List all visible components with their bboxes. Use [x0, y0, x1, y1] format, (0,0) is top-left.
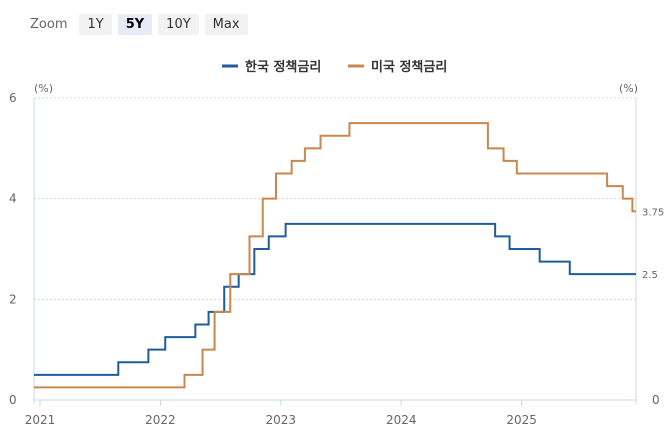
series-layer: [34, 122, 636, 389]
x-tick-label: 2024: [386, 413, 417, 427]
grid-layer: [34, 97, 636, 300]
left-tick-label: 4: [9, 192, 17, 206]
legend-korea-label: 한국 정책금리: [245, 59, 321, 75]
right-tick-label: 3.75: [642, 207, 664, 218]
zoom-1y-button[interactable]: 1Y: [79, 13, 112, 35]
legend-item-korea[interactable]: 한국 정책금리: [222, 59, 321, 75]
legend-usa-label: 미국 정책금리: [371, 59, 447, 75]
right-tick-label: 0: [652, 393, 660, 407]
zoom-5y-button[interactable]: 5Y: [117, 13, 153, 35]
zoom-label: Zoom: [30, 16, 68, 32]
legend: 한국 정책금리 미국 정책금리: [222, 59, 447, 75]
left-tick-label: 0: [9, 393, 17, 407]
left-tick-label: 6: [9, 91, 17, 105]
zoom-max-button[interactable]: Max: [204, 13, 248, 35]
x-tick-label: 2025: [506, 413, 537, 427]
series-usa-line: [34, 122, 636, 389]
x-tick-label: 2022: [145, 413, 176, 427]
right-tick-label: 2.5: [642, 270, 658, 281]
legend-item-usa[interactable]: 미국 정책금리: [348, 59, 447, 75]
axis-layer: [33, 98, 637, 406]
x-tick-label: 2023: [266, 413, 297, 427]
zoom-bar: Zoom 1Y 5Y 10Y Max: [30, 12, 248, 36]
left-axis-unit: (%): [34, 82, 53, 95]
zoom-10y-button[interactable]: 10Y: [158, 13, 199, 35]
x-tick-label: 2021: [25, 413, 56, 427]
left-tick-label: 2: [9, 292, 17, 306]
label-layer: 0 2 4 6 2021 2022 2023 2024 2025 0 2.5 3.75: [9, 91, 664, 427]
right-axis-unit: (%): [619, 82, 638, 95]
